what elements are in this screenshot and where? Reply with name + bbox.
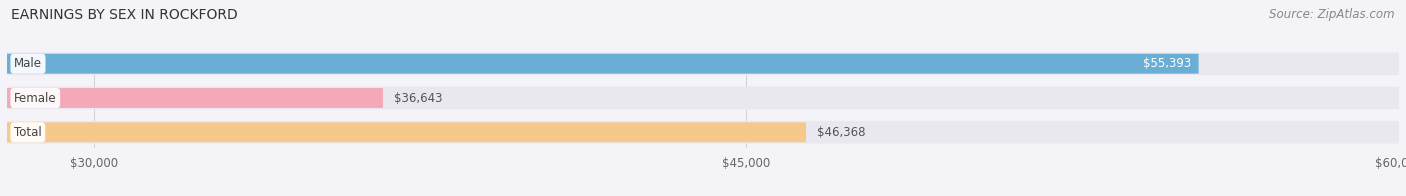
Text: Total: Total — [14, 126, 42, 139]
FancyBboxPatch shape — [7, 54, 1198, 74]
Text: $36,643: $36,643 — [394, 92, 443, 104]
Text: Male: Male — [14, 57, 42, 70]
Text: Female: Female — [14, 92, 56, 104]
Text: $55,393: $55,393 — [1143, 57, 1192, 70]
Text: EARNINGS BY SEX IN ROCKFORD: EARNINGS BY SEX IN ROCKFORD — [11, 8, 238, 22]
Text: $46,368: $46,368 — [817, 126, 866, 139]
FancyBboxPatch shape — [7, 121, 1399, 144]
FancyBboxPatch shape — [7, 88, 382, 108]
FancyBboxPatch shape — [7, 52, 1399, 75]
FancyBboxPatch shape — [7, 122, 806, 142]
Text: Source: ZipAtlas.com: Source: ZipAtlas.com — [1270, 8, 1395, 21]
FancyBboxPatch shape — [7, 87, 1399, 109]
